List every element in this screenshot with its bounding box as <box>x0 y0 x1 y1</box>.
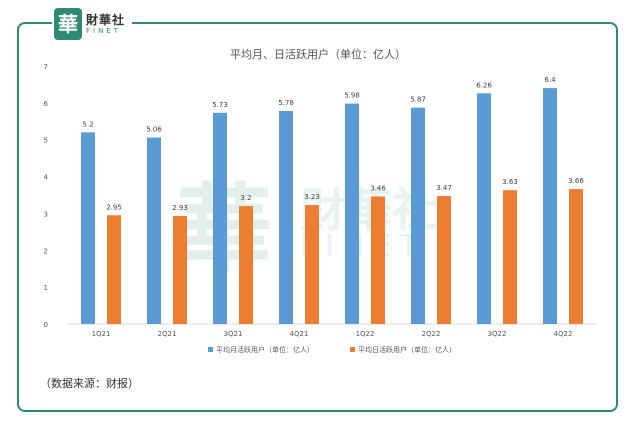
data-label: 3.46 <box>370 184 386 192</box>
bar-mau <box>213 112 227 325</box>
data-label: 3.66 <box>568 177 584 185</box>
data-label: 2.93 <box>172 204 188 212</box>
y-tick-label: 3 <box>44 210 48 218</box>
x-tick-label: 3Q22 <box>488 330 507 338</box>
bar-mau <box>345 103 359 324</box>
legend-swatch <box>350 347 355 352</box>
y-tick-label: 6 <box>44 100 49 108</box>
legend-label: 平均日活跃用户（单位：亿人） <box>358 345 456 354</box>
y-tick-label: 4 <box>44 174 49 182</box>
bar-dau <box>107 215 121 324</box>
data-label: 3.63 <box>502 178 518 186</box>
data-label: 5.98 <box>344 92 360 100</box>
y-tick-label: 5 <box>44 137 48 145</box>
data-label: 6.26 <box>476 81 492 89</box>
finet-logo: 華 財華社 FINET <box>52 6 132 42</box>
data-label: 3.2 <box>240 194 251 202</box>
legend-label: 平均月活跃用户（单位：亿人） <box>216 345 314 354</box>
logo-en: FINET <box>86 26 122 35</box>
bars: 5.2 2.95 5.06 2.93 5.73 3.2 5.78 3.23 5.98 3.46 5.… <box>81 76 584 325</box>
x-tick-label: 2Q22 <box>422 330 441 338</box>
y-axis: 0 1 2 3 4 5 6 7 <box>44 63 49 329</box>
bar-dau <box>239 206 253 324</box>
logo-text: 財華社 FINET <box>86 14 125 35</box>
bar-mau <box>543 88 557 324</box>
legend: 平均月活跃用户（单位：亿人） 平均日活跃用户（单位：亿人） <box>208 345 456 354</box>
data-label: 6.4 <box>544 76 556 84</box>
y-tick-label: 0 <box>44 321 48 329</box>
y-tick-label: 1 <box>44 284 48 292</box>
bar-mau <box>81 132 95 324</box>
data-label: 5.73 <box>212 101 228 109</box>
logo-mark-icon: 華 <box>54 8 82 40</box>
data-label: 3.23 <box>304 193 320 201</box>
logo-cn: 財華社 <box>86 12 126 27</box>
data-label: 5.87 <box>410 96 426 104</box>
bar-mau <box>279 110 293 324</box>
bar-mau <box>147 137 161 324</box>
x-tick-label: 2Q21 <box>158 330 177 338</box>
bar-mau <box>411 107 425 324</box>
data-label: 5.78 <box>278 99 294 107</box>
y-tick-label: 2 <box>44 247 48 255</box>
chart-title: 平均月、日活跃用户（单位：亿人） <box>230 48 406 61</box>
y-tick-label: 7 <box>44 63 48 71</box>
bar-mau <box>477 93 491 324</box>
data-label: 5.06 <box>146 126 162 134</box>
x-tick-label: 3Q21 <box>224 330 243 338</box>
bar-dau <box>305 204 319 324</box>
bar-dau <box>173 216 187 324</box>
x-tick-label: 4Q22 <box>554 330 573 338</box>
data-label: 3.47 <box>436 184 452 192</box>
legend-swatch <box>208 347 213 352</box>
content-frame <box>17 22 618 412</box>
data-label: 5.2 <box>82 120 93 128</box>
bar-dau <box>371 196 385 324</box>
x-tick-label: 1Q21 <box>92 330 111 338</box>
bar-dau <box>503 190 517 324</box>
x-axis: 1Q21 2Q21 3Q21 4Q21 1Q22 2Q22 3Q22 4Q22 <box>68 323 596 338</box>
data-label: 2.95 <box>106 203 122 211</box>
bar-dau <box>569 189 583 324</box>
bar-dau <box>437 196 451 324</box>
x-tick-label: 4Q21 <box>290 330 309 338</box>
source-note: （数据来源：财报） <box>40 377 139 390</box>
x-tick-label: 1Q22 <box>356 330 375 338</box>
